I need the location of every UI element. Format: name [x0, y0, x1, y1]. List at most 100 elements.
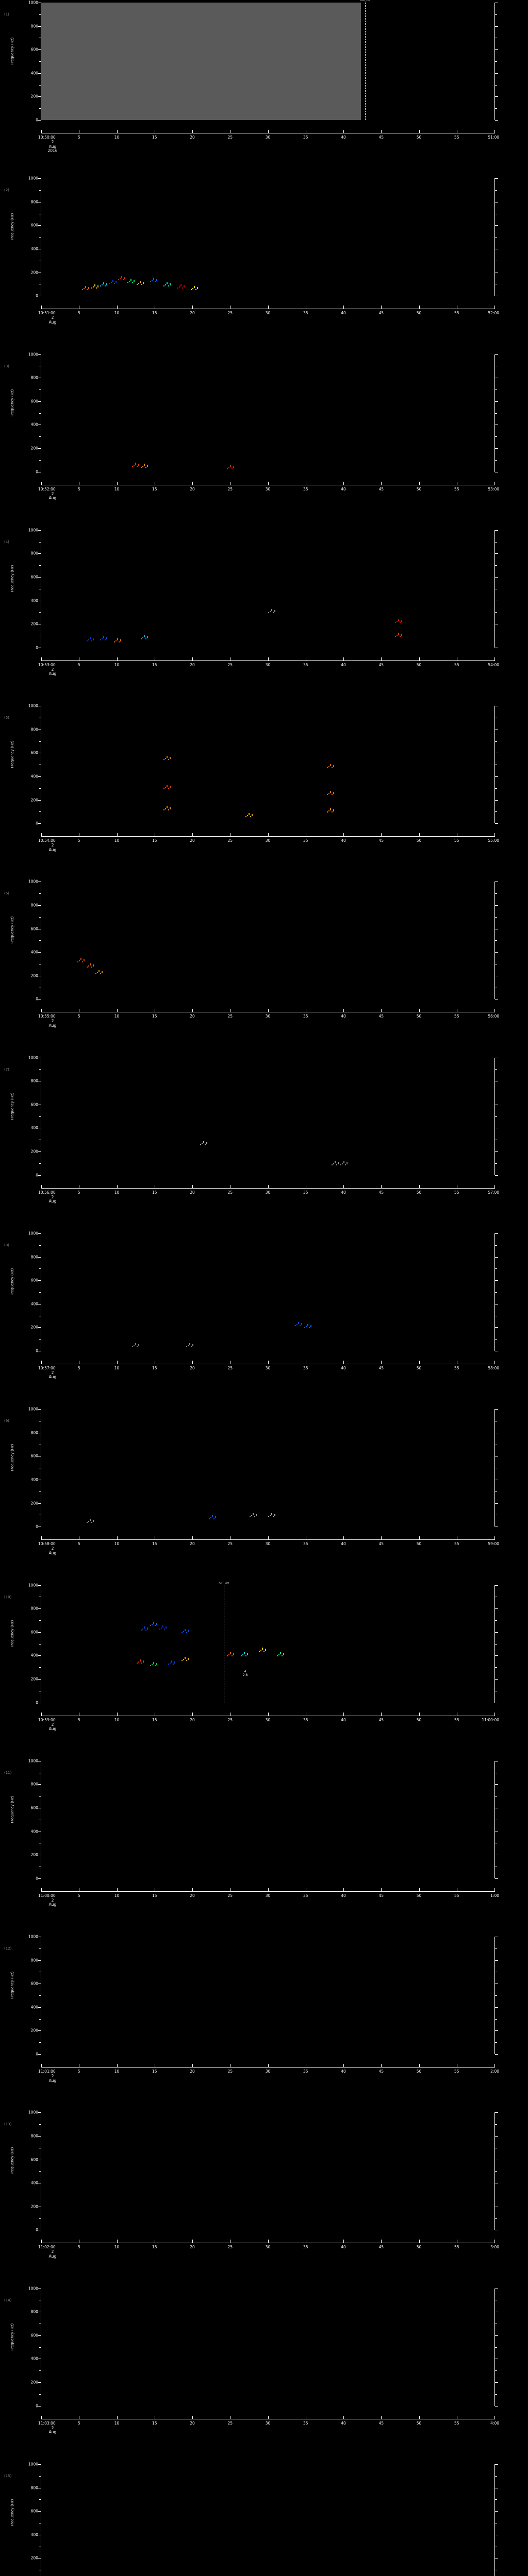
x-tick-label: 55: [454, 311, 459, 316]
y-tick-label: 0: [36, 1876, 38, 1881]
detection-pixel: [170, 756, 171, 758]
detection-pixel: [92, 638, 94, 640]
marker-line-label: ANT_LIM: [219, 1582, 229, 1585]
spectrogram-panel: (14) Frequency (Hz) 0 200 400 600 800 1000 11:03…: [0, 2285, 528, 2462]
x-tick-label: 10: [114, 135, 120, 140]
detection-pixel: [182, 1632, 183, 1633]
detection-pixel: [248, 814, 250, 816]
y-tick-label: 800: [30, 726, 38, 732]
x-axis-end-label: 11:00:00: [482, 1717, 499, 1722]
y-minor-tick-right: [495, 61, 497, 62]
x-tick-mark: [192, 2415, 193, 2419]
detection-pixel: [109, 283, 110, 284]
x-axis-end-label: 51:00: [488, 135, 499, 140]
y-minor-tick: [39, 565, 41, 566]
detection-pixel: [82, 289, 84, 290]
detection-pixel: [188, 1630, 189, 1631]
y-axis-line-right: [494, 354, 495, 472]
detection-pixel: [186, 1660, 188, 1662]
detection-pixel: [261, 1649, 263, 1650]
x-axis-start-label: 10:51:00: [38, 311, 56, 316]
detection-pixel: [170, 786, 171, 787]
y-tick-label: 400: [30, 422, 38, 427]
detection-pixel: [144, 465, 145, 466]
spectrogram-panel: (12) Frequency (Hz) 0 200 400 600 800 1000 11:01…: [0, 1934, 528, 2110]
detection-pixel: [274, 610, 275, 612]
y-axis-line-right: [494, 1585, 495, 1703]
y-tick-label: 0: [36, 469, 38, 474]
y-major-tick: [38, 1655, 41, 1656]
y-major-tick-right: [495, 225, 498, 226]
x-tick-label: 30: [265, 1365, 271, 1370]
detection-pixel: [139, 281, 141, 282]
y-minor-tick-right: [495, 389, 497, 390]
detection-pixel: [165, 1626, 167, 1628]
x-tick-label: 25: [227, 2420, 233, 2426]
detection-pixel: [174, 1663, 176, 1664]
detection-pixel: [86, 640, 88, 642]
detection-pixel: [129, 280, 130, 282]
detection-pixel: [251, 815, 253, 817]
x-axis-end-label: 56:00: [488, 1014, 499, 1019]
x-tick-label: 35: [303, 1014, 308, 1019]
x-tick-label: 30: [265, 2420, 271, 2426]
detection-pixel: [147, 637, 148, 638]
y-axis-line-right: [494, 1937, 495, 2055]
detection-pixel: [170, 807, 171, 808]
y-tick-group: 0 200 400 600 800 1000: [0, 1759, 40, 1881]
detection-pixel: [131, 1346, 133, 1347]
x-tick-label: 5: [77, 486, 80, 492]
x-tick-label: 45: [378, 1190, 384, 1195]
x-tick-mark: [117, 2240, 118, 2243]
detection-pixel: [153, 1662, 154, 1663]
y-tick-label: 0: [36, 1524, 38, 1529]
x-tick-label: 15: [152, 311, 157, 316]
detection-pixel: [100, 973, 102, 975]
y-tick-label: 600: [30, 2509, 38, 2514]
y-tick-label: 200: [30, 269, 38, 275]
detection-pixel: [124, 277, 126, 279]
x-tick-mark: [41, 833, 42, 837]
x-axis-line: [41, 1891, 495, 1892]
detection-pixel: [185, 1630, 186, 1631]
y-minor-tick-right: [495, 2218, 497, 2219]
detection-pixel: [203, 1141, 204, 1143]
detection-pixel: [185, 1658, 186, 1659]
detection-pixel: [265, 1649, 266, 1650]
x-tick-mark: [343, 2240, 344, 2243]
x-axis-start-label: 10:55:00: [38, 1014, 56, 1019]
x-axis-start-label: 10:53:00: [38, 662, 56, 667]
x-tick-label: 10: [114, 1893, 120, 1898]
x-axis-end-label: 4:00: [490, 2420, 499, 2426]
detection-pixel: [401, 620, 402, 622]
detection-pixel: [89, 964, 91, 965]
detection-pixel: [243, 1652, 245, 1654]
y-tick-label: 1000: [28, 2110, 38, 2115]
detection-pixel: [171, 1662, 173, 1663]
x-tick-mark: [268, 2064, 269, 2067]
y-tick-label: 200: [30, 1149, 38, 1154]
detection-pixel: [92, 286, 94, 288]
detection-pixel: [167, 282, 168, 283]
x-tick-label: 25: [227, 2069, 233, 2074]
y-major-tick-right: [495, 1679, 498, 1680]
x-tick-mark: [192, 657, 193, 660]
y-minor-tick-right: [495, 237, 497, 238]
y-major-tick-right: [495, 2112, 498, 2113]
y-minor-tick-right: [495, 2042, 497, 2043]
x-tick-label: 30: [265, 311, 271, 316]
detection-pixel: [197, 287, 199, 289]
detection-pixel: [399, 636, 401, 637]
x-tick-label: 35: [303, 486, 308, 492]
y-axis-line-right: [494, 530, 495, 648]
x-tick-label: 30: [265, 1717, 271, 1722]
x-tick-label: 55: [454, 1014, 459, 1019]
y-minor-tick: [39, 1620, 41, 1621]
detection-pixel: [261, 1648, 263, 1649]
detection-pixel: [283, 1654, 285, 1656]
y-major-tick-right: [495, 530, 498, 531]
detection-pixel: [79, 960, 80, 962]
x-tick-mark: [381, 1360, 382, 1364]
detection-pixel: [115, 640, 117, 642]
detection-pixel: [113, 283, 115, 284]
